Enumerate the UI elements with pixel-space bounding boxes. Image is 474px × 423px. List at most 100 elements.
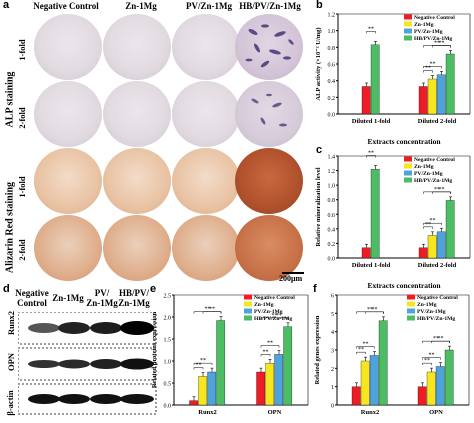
blot-col-zn1mg: Zn-1Mg (48, 293, 88, 303)
significance-label: ** (267, 341, 273, 347)
blot-col-hb: HB/PV/ Zn-1Mg (114, 288, 154, 308)
bar (436, 74, 446, 115)
y-tick-label: 0.4 (328, 227, 336, 233)
blot-col-negative: Negative Control (12, 288, 52, 308)
legend-swatch (407, 294, 415, 300)
significance-bracket (356, 346, 375, 349)
legend-swatch (404, 14, 412, 20)
significance-label: ** (276, 313, 282, 319)
legend-label: PV/Zn-1Mg (414, 171, 443, 177)
significance-bracket (423, 70, 433, 73)
significance-label: ** (425, 66, 431, 72)
significance-bracket (431, 340, 450, 344)
well-ar-1fold-hb (235, 148, 303, 214)
legend-swatch (404, 177, 412, 183)
legend-label: PV/Zn-1Mg (417, 309, 446, 315)
row-label-alp-1fold: 1-fold (17, 39, 27, 61)
significance-bracket (260, 354, 271, 357)
row-label-alp-2fold: 2-fold (17, 107, 27, 129)
blot-col-zn1mg-line1: Zn-1Mg (52, 293, 84, 303)
y-tick-label: 1.0 (328, 184, 336, 190)
blot-row-beta-actin: β-actin (5, 390, 15, 416)
significance-label: ** (429, 353, 435, 359)
significance-bracket (423, 226, 433, 229)
significance-label: ** (439, 187, 445, 193)
opn-bands (28, 358, 154, 370)
bar (360, 360, 370, 406)
well-ar-1fold-pv (172, 148, 240, 214)
well-ar-1fold-zn1mg (103, 148, 171, 214)
x-tick-label: Runx2 (198, 409, 216, 416)
blot-row-opn: OPN (6, 353, 16, 371)
x-tick-label: OPN (429, 409, 443, 416)
significance-bracket (432, 191, 451, 194)
panel-a-letter: a (3, 0, 10, 11)
bar (189, 400, 199, 406)
legend-label: Negative Control (417, 295, 458, 301)
y-axis-label: ALP activity (×10⁻² U/mg) (315, 27, 322, 100)
legend-swatch (404, 163, 412, 169)
bar (445, 53, 455, 115)
bar (378, 320, 388, 406)
significance-bracket (269, 317, 289, 320)
significance-bracket (202, 311, 222, 314)
blot-col-negative-line1: Negative (15, 288, 49, 298)
scale-bar-label: 200μm (279, 274, 303, 283)
y-tick-label: 1.5 (164, 338, 172, 344)
significance-label: ** (196, 363, 202, 369)
bar (361, 86, 371, 115)
legend-swatch (244, 301, 252, 307)
bar (207, 371, 217, 406)
legend-swatch (244, 308, 252, 314)
y-tick-label: 0.6 (328, 63, 336, 69)
significance-bracket (423, 66, 442, 69)
legend-swatch (244, 315, 252, 321)
legend-label: HB/PV/Zn-1Mg (414, 178, 452, 184)
well-alp-2fold-zn1mg (103, 81, 171, 147)
legend-swatch (404, 28, 412, 34)
well-ar-2fold-zn1mg (103, 215, 171, 281)
legend-swatch (407, 315, 415, 321)
well-alp-2fold-negative (34, 81, 102, 147)
significance-bracket (365, 311, 384, 314)
well-alp-2fold-pv (172, 81, 240, 147)
bar (418, 247, 428, 259)
significance-bracket (423, 222, 442, 226)
significance-bracket (422, 357, 441, 360)
significance-label: ** (433, 336, 439, 342)
bar (445, 200, 455, 259)
x-axis-label: Extracts concentration (367, 137, 441, 146)
blot-col-hb-line2: Zn-1Mg (118, 298, 150, 308)
y-tick-label: 4 (331, 330, 334, 336)
x-tick-label: Runx2 (361, 409, 379, 416)
y-tick-label: 0.8 (328, 198, 336, 204)
y-tick-label: 1.0 (328, 29, 336, 35)
y-tick-label: 1.2 (328, 13, 336, 19)
alp-stain-marks-2 (251, 93, 287, 127)
blot-col-negative-line2: Control (17, 298, 47, 308)
bar (436, 231, 446, 259)
significance-label: ** (368, 151, 374, 157)
legend-label: Zn-1Mg (414, 164, 434, 170)
significance-label: ** (272, 313, 278, 319)
significance-label: ** (200, 358, 206, 364)
well-ar-1fold-negative (34, 148, 102, 214)
row-label-ar-1fold: 1-fold (17, 176, 27, 198)
bar (427, 78, 437, 115)
well-alp-1fold-zn1mg (103, 14, 171, 80)
significance-label: ** (438, 336, 444, 342)
well-ar-2fold-negative (34, 215, 102, 281)
x-tick-label: Diluted 2-fold (418, 118, 457, 125)
group-label-alp: ALP staining (4, 71, 16, 128)
legend-label: HB/PV/Zn-1Mg (254, 316, 292, 322)
y-tick-label: 0.2 (328, 242, 336, 248)
legend-label: Negative Control (414, 15, 455, 21)
y-axis-label: Relative mineralization level (315, 167, 322, 246)
y-tick-label: 1.0 (164, 360, 172, 366)
chart-e-proteins: 0.0 0.5 1.0 1.5 2.0 2.5 Related proteins expre… (151, 294, 309, 416)
western-blot (18, 312, 157, 415)
bar (426, 371, 436, 406)
well-alp-1fold-hb (235, 14, 303, 80)
y-tick-label: 1 (331, 385, 334, 391)
